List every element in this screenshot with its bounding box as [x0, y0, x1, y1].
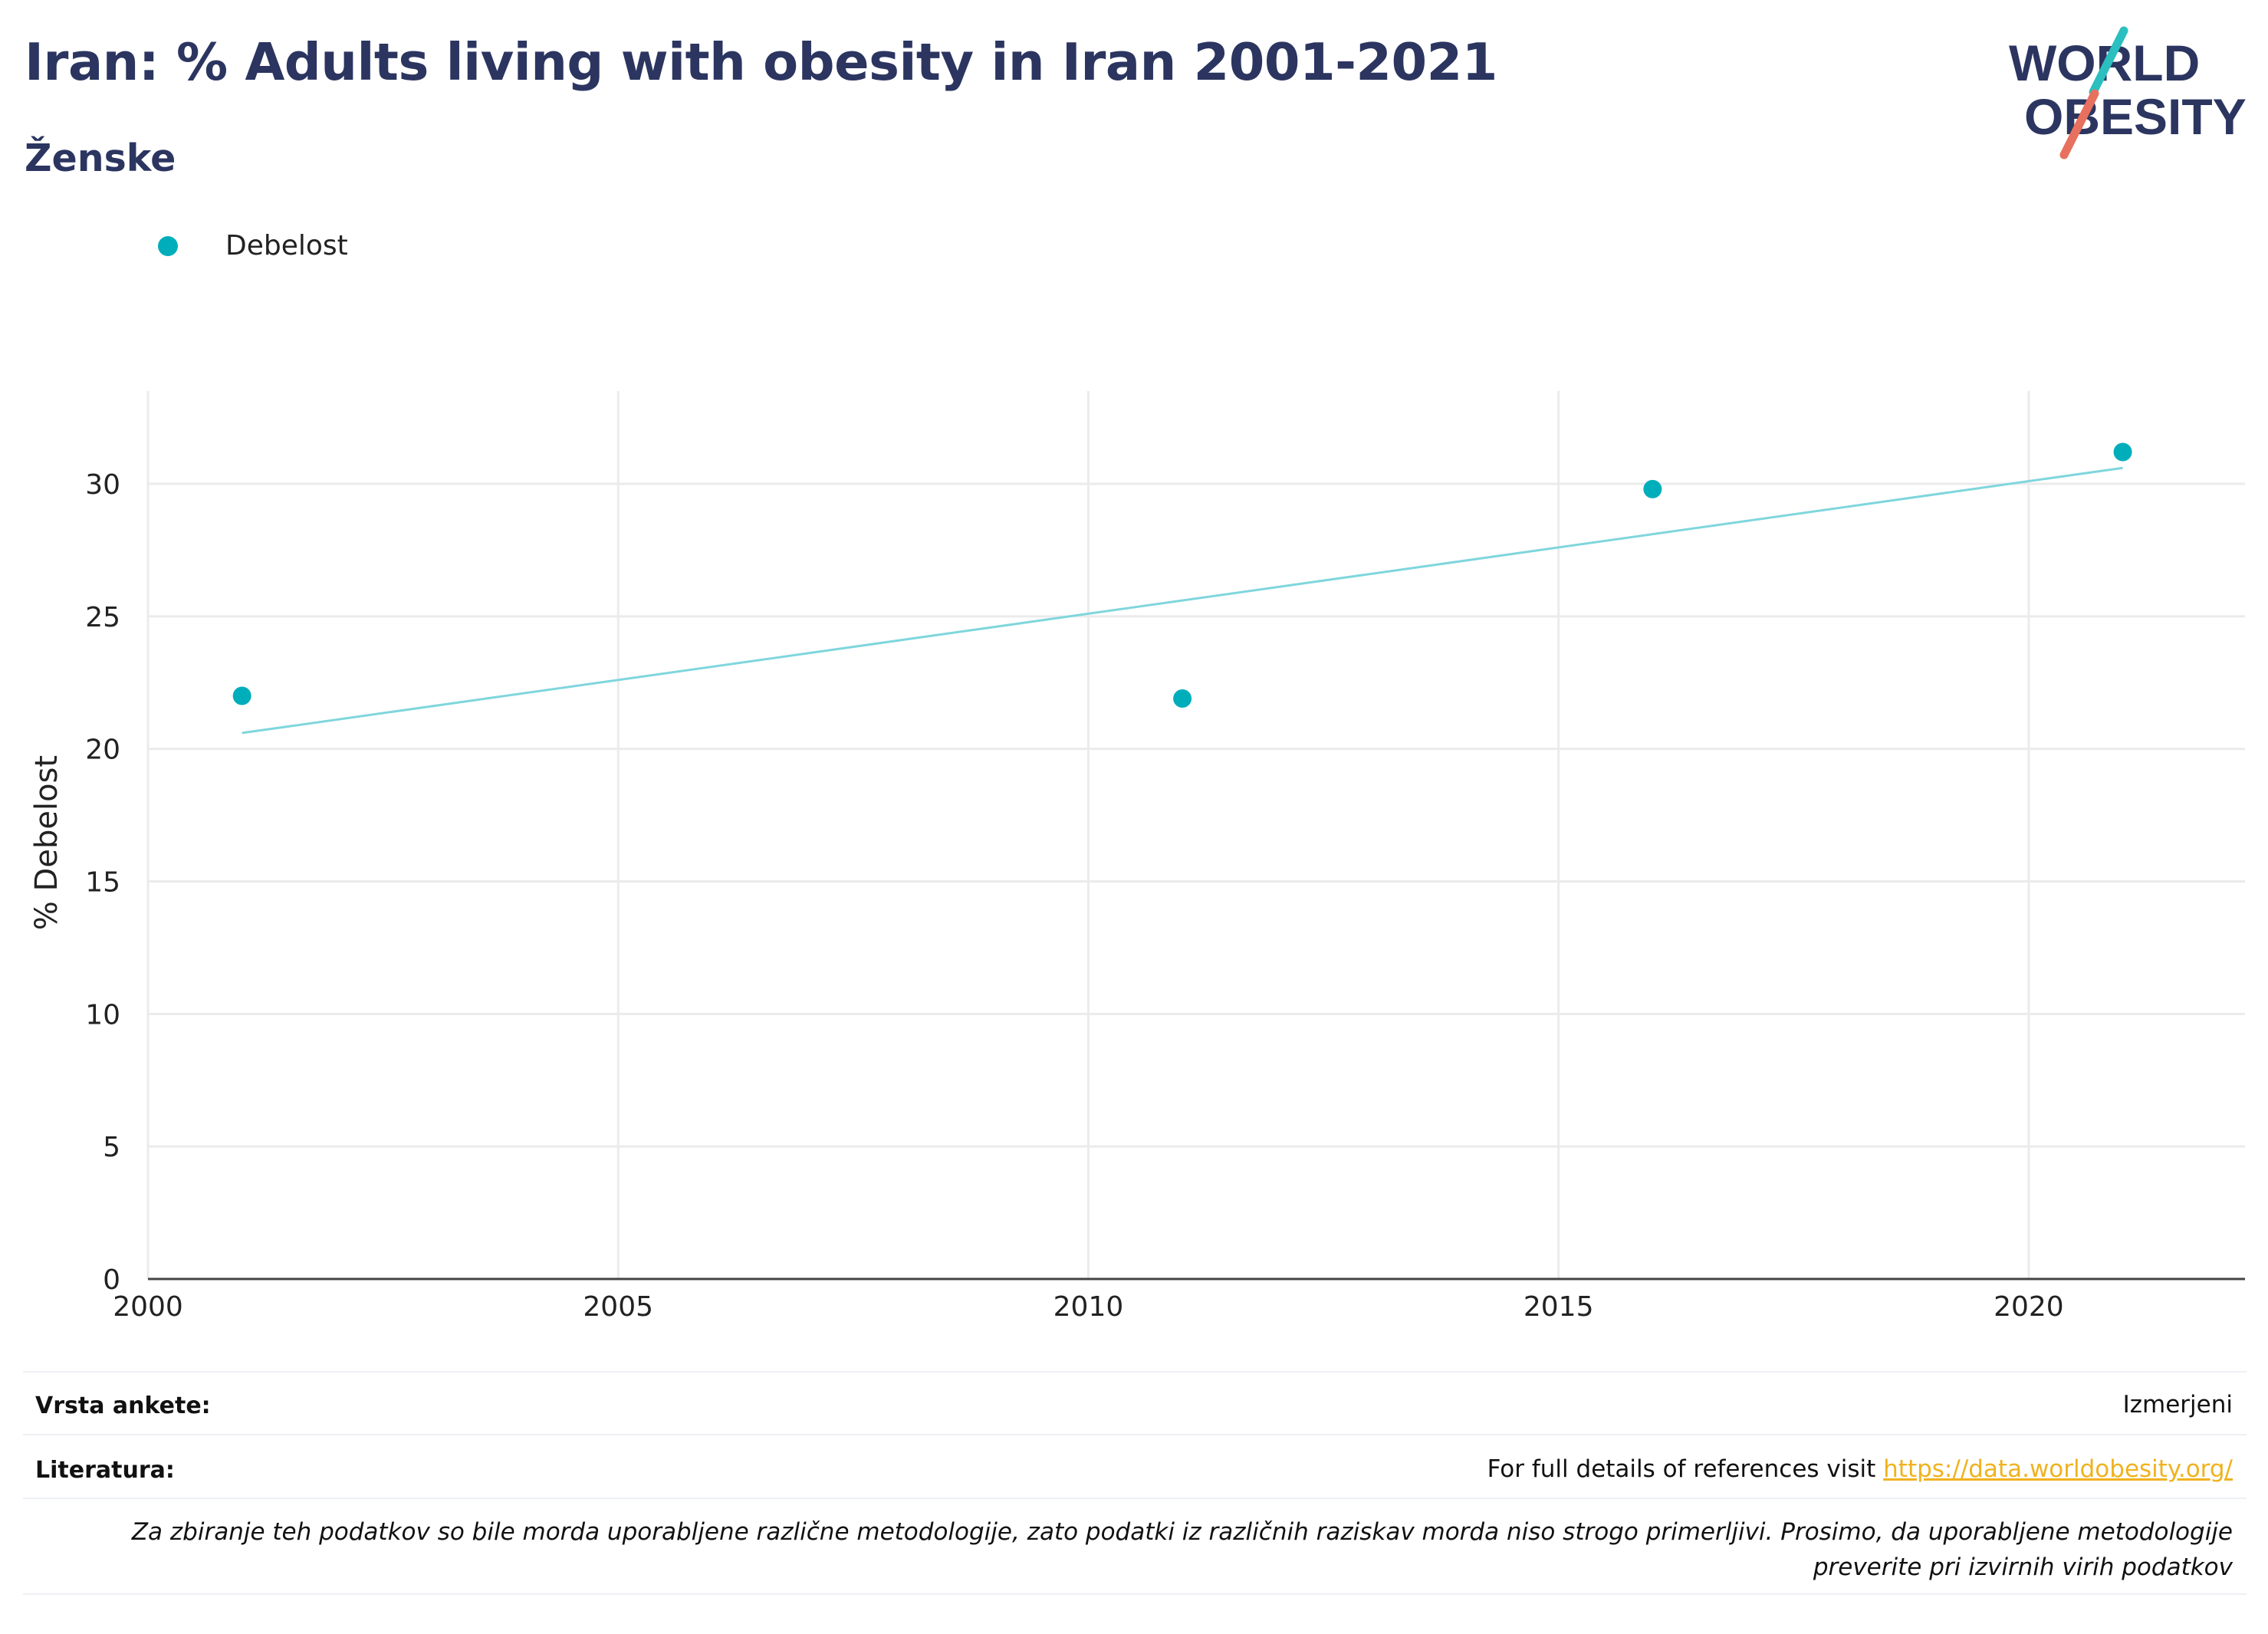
footer-divider-mid: [23, 1434, 2247, 1435]
y-axis-label: % Debelost: [29, 755, 64, 930]
references-link[interactable]: https://data.worldobesity.org/: [1883, 1455, 2233, 1483]
x-tick-label: 2020: [1994, 1291, 2064, 1319]
y-tick-label: 30: [85, 469, 120, 501]
data-point: [1643, 479, 1662, 498]
y-tick-label: 25: [85, 602, 120, 633]
footer-divider-end: [23, 1593, 2247, 1595]
logo-slash-teal: [2089, 26, 2128, 97]
chart-plot: 0 5 10 15 20 25 30 2000 2005 2010 2015 2020 % Debelo…: [29, 391, 2245, 1319]
references-value: For full details of references visit htt…: [1487, 1455, 2233, 1483]
data-point: [2113, 442, 2132, 462]
footer-divider-bottom: [23, 1498, 2247, 1499]
logo-text-obesity: OBESITY: [2024, 88, 2247, 145]
y-tick-label: 10: [85, 999, 120, 1031]
legend-marker: [158, 235, 178, 256]
references-text: For full details of references visit: [1487, 1455, 1884, 1483]
x-tick-label: 2005: [583, 1291, 653, 1319]
y-tick-label: 15: [85, 866, 120, 898]
x-tick-label: 2010: [1053, 1291, 1124, 1319]
survey-type-value: Izmerjeni: [2122, 1391, 2233, 1419]
legend[interactable]: Debelost: [158, 230, 348, 261]
data-point: [232, 686, 251, 705]
y-tick-label: 20: [85, 735, 120, 766]
x-tick-label: 2000: [113, 1291, 183, 1319]
y-tick-label: 0: [103, 1264, 120, 1296]
footer-divider-top: [23, 1371, 2247, 1373]
legend-label: Debelost: [225, 230, 348, 261]
references-label: Literatura:: [35, 1457, 175, 1484]
y-tick-label: 5: [103, 1132, 120, 1163]
methodology-note: Za zbiranje teh podatkov so bile morda u…: [131, 1518, 2233, 1581]
data-point: [1173, 689, 1192, 708]
chart-title: Iran: % Adults living with obesity in Ir…: [25, 32, 1497, 92]
survey-type-label: Vrsta ankete:: [35, 1392, 211, 1419]
logo-slash-coral: [2059, 89, 2099, 159]
world-obesity-logo: WORLD OBESITY: [2009, 26, 2247, 159]
x-tick-label: 2015: [1524, 1291, 1594, 1319]
chart-subtitle: Ženske: [25, 136, 176, 180]
trend-line: [242, 466, 2123, 735]
